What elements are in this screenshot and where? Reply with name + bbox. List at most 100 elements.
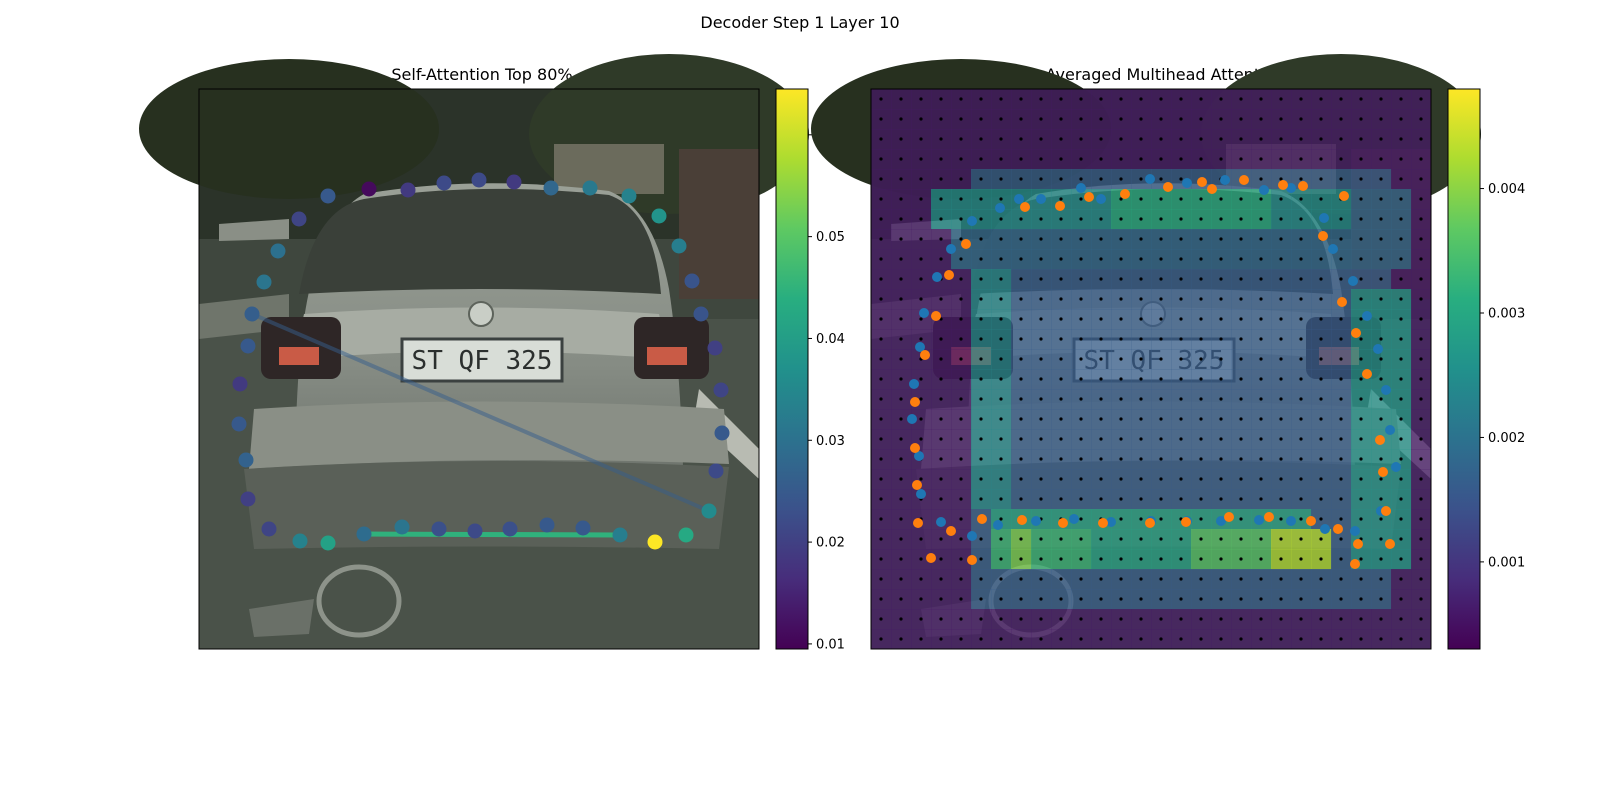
grid-dot xyxy=(1299,577,1303,581)
sampling-point xyxy=(910,397,920,407)
grid-dot xyxy=(959,577,963,581)
grid-dot xyxy=(899,637,903,641)
grid-dot xyxy=(1179,217,1183,221)
reference-point xyxy=(1216,516,1226,526)
grid-dot xyxy=(1219,217,1223,221)
attention-point xyxy=(684,273,700,289)
grid-dot xyxy=(1419,617,1423,621)
grid-dot xyxy=(1139,557,1143,561)
grid-dot xyxy=(1099,357,1103,361)
grid-dot xyxy=(1159,117,1163,121)
grid-dot xyxy=(1399,417,1403,421)
grid-dot xyxy=(1059,117,1063,121)
grid-dot xyxy=(1359,357,1363,361)
grid-dot xyxy=(1259,597,1263,601)
grid-dot xyxy=(1199,577,1203,581)
grid-dot xyxy=(899,337,903,341)
grid-dot xyxy=(1139,577,1143,581)
grid-dot xyxy=(899,377,903,381)
grid-dot xyxy=(899,197,903,201)
grid-dot xyxy=(1399,617,1403,621)
grid-dot xyxy=(1379,457,1383,461)
grid-dot xyxy=(1419,137,1423,141)
grid-dot xyxy=(1399,437,1403,441)
grid-dot xyxy=(1259,457,1263,461)
grid-dot xyxy=(1339,517,1343,521)
grid-dot xyxy=(959,597,963,601)
grid-dot xyxy=(1179,397,1183,401)
grid-dot xyxy=(1219,497,1223,501)
grid-dot xyxy=(1319,617,1323,621)
grid-dot xyxy=(1019,257,1023,261)
grid-dot xyxy=(1319,137,1323,141)
grid-dot xyxy=(999,197,1003,201)
grid-dot xyxy=(1219,157,1223,161)
grid-dot xyxy=(1059,457,1063,461)
grid-dot xyxy=(1139,197,1143,201)
grid-dot xyxy=(899,157,903,161)
grid-dot xyxy=(1399,177,1403,181)
grid-dot xyxy=(1039,337,1043,341)
grid-dot xyxy=(999,317,1003,321)
grid-dot xyxy=(1239,157,1243,161)
grid-dot xyxy=(879,277,883,281)
attention-point xyxy=(240,338,256,354)
grid-dot xyxy=(1039,317,1043,321)
grid-dot xyxy=(1239,337,1243,341)
grid-dot xyxy=(919,197,923,201)
grid-dot xyxy=(1359,597,1363,601)
grid-dot xyxy=(1379,497,1383,501)
grid-dot xyxy=(1119,617,1123,621)
colorbar-tick-label: 0.02 xyxy=(816,536,845,551)
grid-dot xyxy=(1359,397,1363,401)
sampling-point xyxy=(1239,175,1249,185)
grid-dot xyxy=(1239,497,1243,501)
grid-dot xyxy=(959,497,963,501)
grid-dot xyxy=(1099,377,1103,381)
grid-dot xyxy=(979,217,983,221)
grid-dot xyxy=(1039,577,1043,581)
grid-dot xyxy=(1299,217,1303,221)
grid-dot xyxy=(1379,377,1383,381)
grid-dot xyxy=(1279,277,1283,281)
grid-dot xyxy=(979,377,983,381)
attention-point xyxy=(471,172,487,188)
grid-dot xyxy=(939,617,943,621)
grid-dot xyxy=(1419,257,1423,261)
grid-dot xyxy=(1419,517,1423,521)
grid-dot xyxy=(1339,137,1343,141)
attention-point xyxy=(270,243,286,259)
grid-dot xyxy=(1119,177,1123,181)
reference-point xyxy=(967,531,977,541)
grid-dot xyxy=(1179,157,1183,161)
grid-dot xyxy=(1319,397,1323,401)
grid-dot xyxy=(1319,637,1323,641)
grid-dot xyxy=(1419,317,1423,321)
reference-point xyxy=(1350,526,1360,536)
grid-dot xyxy=(1099,317,1103,321)
grid-dot xyxy=(919,557,923,561)
grid-dot xyxy=(979,297,983,301)
grid-dot xyxy=(939,577,943,581)
grid-dot xyxy=(1079,137,1083,141)
grid-dot xyxy=(1219,637,1223,641)
grid-dot xyxy=(1259,257,1263,261)
grid-dot xyxy=(1399,537,1403,541)
grid-dot xyxy=(999,217,1003,221)
grid-dot xyxy=(979,197,983,201)
grid-dot xyxy=(1399,217,1403,221)
grid-dot xyxy=(1059,357,1063,361)
grid-dot xyxy=(999,277,1003,281)
grid-dot xyxy=(899,317,903,321)
grid-dot xyxy=(1299,397,1303,401)
grid-dot xyxy=(1079,297,1083,301)
grid-dot xyxy=(1379,557,1383,561)
grid-dot xyxy=(1199,97,1203,101)
attention-point xyxy=(256,274,272,290)
grid-dot xyxy=(879,457,883,461)
grid-dot xyxy=(1079,357,1083,361)
grid-dot xyxy=(1159,557,1163,561)
grid-dot xyxy=(1179,317,1183,321)
sampling-point xyxy=(1350,559,1360,569)
attention-point xyxy=(394,519,410,535)
